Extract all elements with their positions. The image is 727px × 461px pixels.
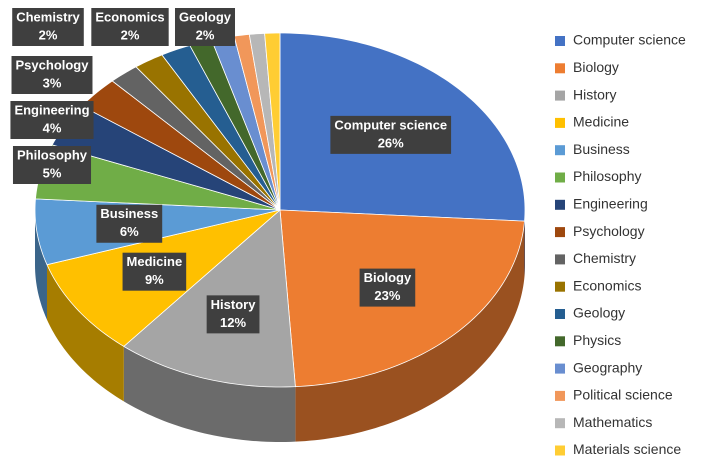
legend-swatch xyxy=(555,254,565,265)
legend-swatch xyxy=(555,336,565,347)
label-value: 12% xyxy=(220,315,246,330)
label-box xyxy=(174,8,236,46)
data-label: History 12% xyxy=(206,295,260,334)
legend-label: Medicine xyxy=(573,114,629,130)
slice xyxy=(161,44,281,211)
label-name: Psychology xyxy=(16,57,90,72)
data-label: Computer science 26% xyxy=(330,115,452,154)
label-name: History xyxy=(211,297,257,312)
label-value: 26% xyxy=(378,135,404,150)
data-label: Psychology 3% xyxy=(11,56,93,94)
legend-swatch xyxy=(555,117,565,128)
legend: Computer science Biology History Medicine Bu… xyxy=(555,32,686,457)
legend-swatch xyxy=(555,199,565,210)
label-value: 2% xyxy=(121,27,140,42)
label-box xyxy=(12,8,84,46)
slice-side xyxy=(46,264,124,402)
legend-label: Computer science xyxy=(573,32,686,48)
legend-label: Physics xyxy=(573,332,621,348)
label-box xyxy=(91,8,169,46)
legend-swatch xyxy=(555,172,565,183)
legend-label: Mathematics xyxy=(573,414,652,430)
data-label: Economics 2% xyxy=(91,8,169,46)
label-box xyxy=(122,252,187,291)
legend-label: Philosophy xyxy=(573,168,642,184)
legend-swatch xyxy=(555,36,565,46)
pie-sides xyxy=(35,210,525,442)
data-label: Business 6% xyxy=(96,204,163,243)
label-value: 5% xyxy=(43,165,62,180)
label-value: 2% xyxy=(39,27,58,42)
data-label: Medicine 9% xyxy=(122,252,187,291)
label-name: Biology xyxy=(364,270,412,285)
label-box xyxy=(330,115,452,154)
label-box xyxy=(206,295,260,334)
legend-swatch xyxy=(555,390,565,401)
slice xyxy=(111,66,281,211)
label-box xyxy=(96,204,163,243)
legend-label: Political science xyxy=(573,387,673,403)
legend-label: Geology xyxy=(573,305,625,321)
label-value: 2% xyxy=(196,27,215,42)
label-box xyxy=(359,268,416,307)
legend-label: Chemistry xyxy=(573,250,636,266)
legend-label: Geography xyxy=(573,359,642,375)
label-value: 23% xyxy=(374,288,400,303)
label-box xyxy=(10,101,94,139)
legend-swatch xyxy=(555,281,565,292)
data-label: Chemistry 2% xyxy=(12,8,84,46)
slice xyxy=(264,32,281,211)
label-name: Geology xyxy=(179,9,232,24)
label-value: 6% xyxy=(120,224,139,239)
label-name: Business xyxy=(100,206,158,221)
legend-swatch xyxy=(555,90,565,101)
legend-swatch xyxy=(555,309,565,319)
legend-label: Materials science xyxy=(573,441,681,457)
label-name: Computer science xyxy=(334,117,447,132)
slice xyxy=(135,54,281,211)
label-name: Chemistry xyxy=(16,9,80,24)
legend-label: Business xyxy=(573,141,630,157)
label-box xyxy=(12,146,92,184)
label-value: 9% xyxy=(145,272,164,287)
slice-side xyxy=(295,221,525,442)
label-name: Medicine xyxy=(127,254,183,269)
legend-swatch xyxy=(555,63,565,74)
slice-side xyxy=(35,210,47,320)
legend-label: Economics xyxy=(573,277,641,293)
legend-label: Engineering xyxy=(573,196,648,212)
slice-side xyxy=(123,346,296,442)
data-label: Engineering 4% xyxy=(10,101,94,139)
legend-label: Psychology xyxy=(573,223,645,239)
legend-swatch xyxy=(555,445,565,456)
label-name: Economics xyxy=(95,9,164,24)
legend-swatch xyxy=(555,363,565,374)
label-value: 4% xyxy=(43,120,62,135)
legend-swatch xyxy=(555,227,565,238)
legend-swatch xyxy=(555,145,565,156)
label-value: 3% xyxy=(43,75,62,90)
data-label: Philosophy 5% xyxy=(12,146,92,184)
legend-label: Biology xyxy=(573,59,619,75)
data-label: Geology 2% xyxy=(174,8,236,46)
label-box xyxy=(11,56,93,94)
data-label: Biology 23% xyxy=(359,268,416,307)
label-name: Philosophy xyxy=(17,147,88,162)
data-labels: Computer science 26% Biology 23% History 12% M… xyxy=(10,8,452,334)
label-name: Engineering xyxy=(14,102,89,117)
legend-swatch xyxy=(555,418,565,429)
legend-label: History xyxy=(573,86,617,102)
